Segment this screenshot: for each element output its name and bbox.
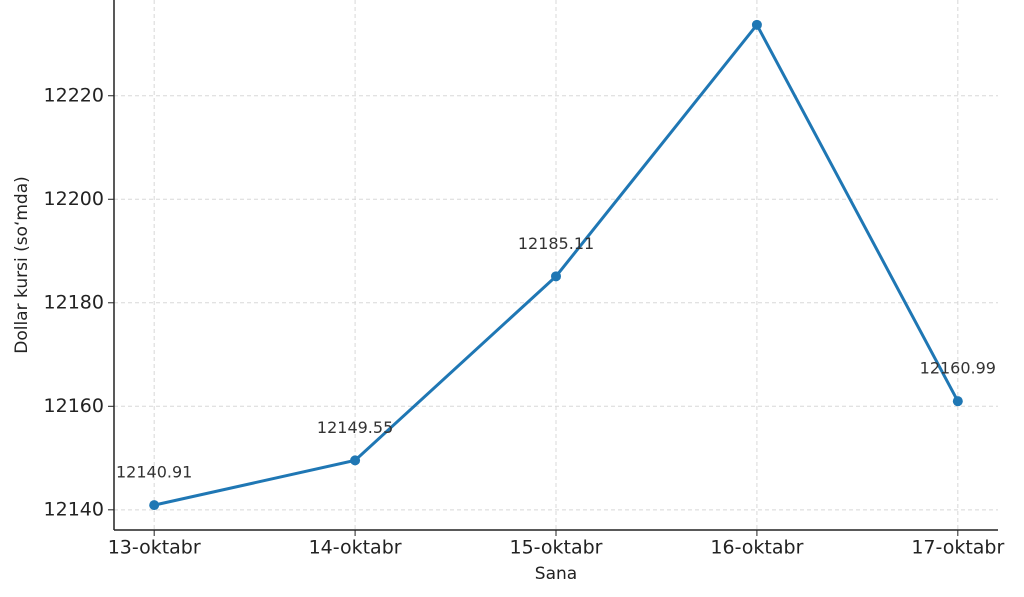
- x-tick-label: 13-oktabr: [108, 537, 201, 559]
- point: [350, 455, 361, 466]
- y-tick-label: 12180: [44, 291, 104, 313]
- x-axis-label: Sana: [535, 564, 577, 584]
- value-label: 12185.11: [518, 234, 594, 253]
- point: [149, 500, 160, 511]
- point: [952, 396, 963, 407]
- y-tick-label: 12200: [44, 188, 104, 210]
- x-tick-label: 15-oktabr: [510, 537, 603, 559]
- y-tick-label: 12160: [44, 395, 104, 417]
- y-axis-label: Dollar kursi (so‘mda): [12, 176, 32, 354]
- value-label: 12140.91: [116, 463, 192, 482]
- line: [153, 22, 960, 507]
- y-tick-label: 12220: [44, 84, 104, 106]
- x-tick-label: 17-oktabr: [911, 537, 1004, 559]
- point: [751, 19, 762, 30]
- y-tick-label: 12140: [44, 498, 104, 520]
- value-label: 12149.55: [317, 418, 393, 437]
- x-tick-label: 16-oktabr: [710, 537, 803, 559]
- point: [551, 271, 561, 282]
- x-tick-label: 14-oktabr: [309, 537, 402, 559]
- value-label: 12160.99: [920, 359, 996, 378]
